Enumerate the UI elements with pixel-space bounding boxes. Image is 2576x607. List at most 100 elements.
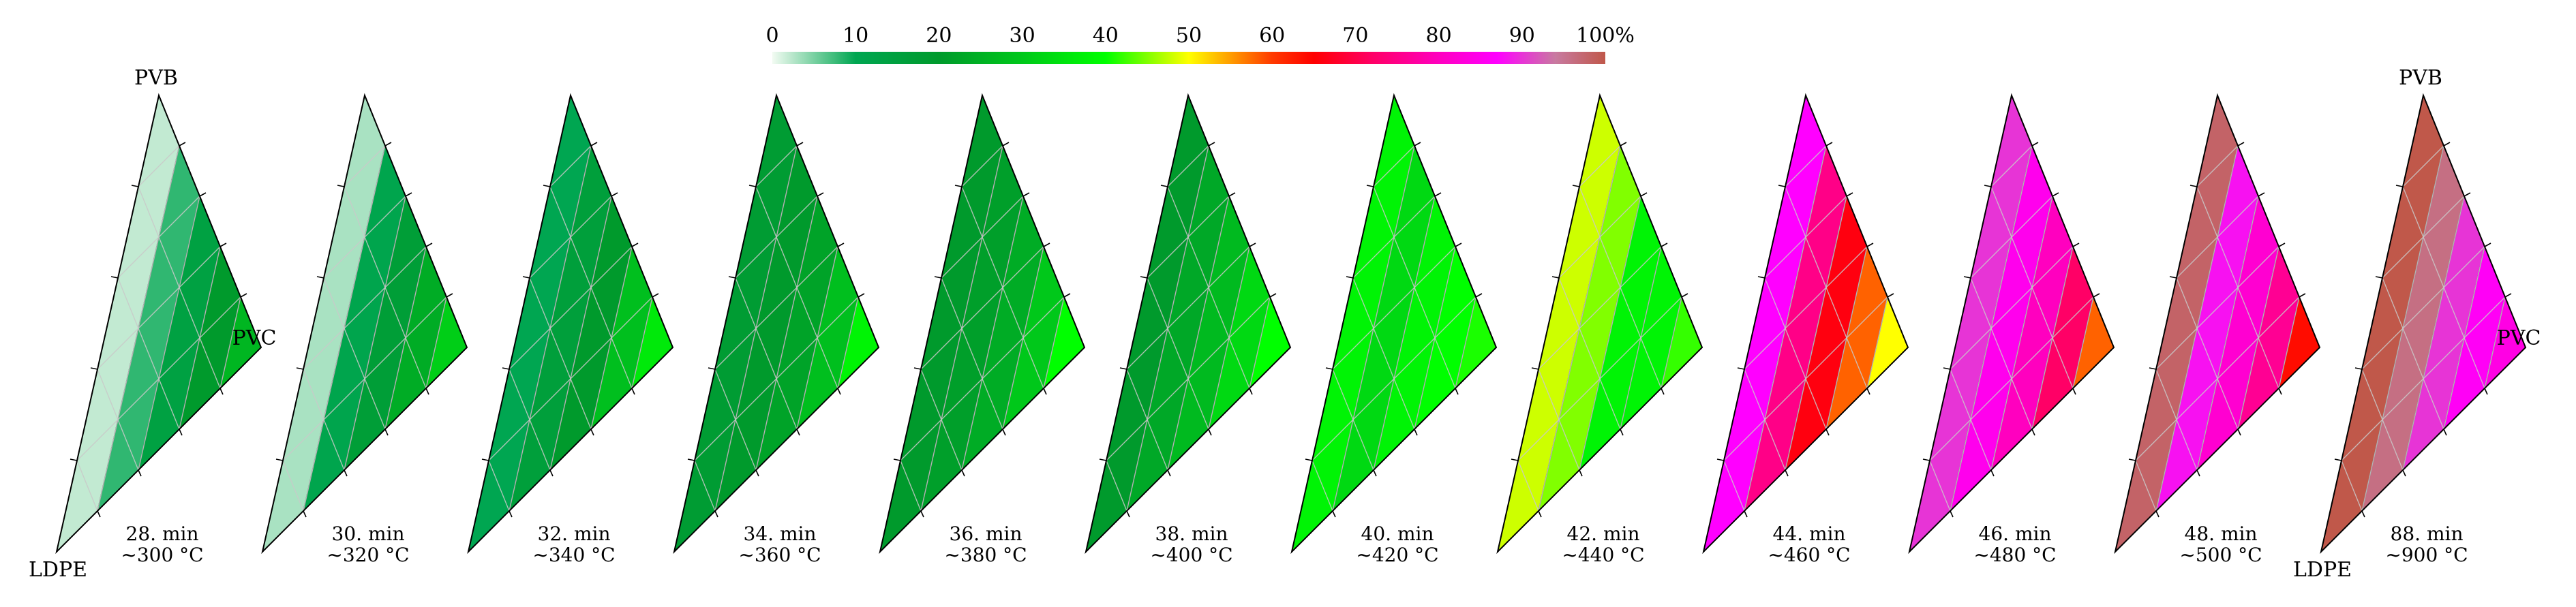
grid-line: [1043, 296, 1065, 389]
grid-line: [1825, 246, 1868, 430]
colorbar-tick-label: 20: [926, 24, 952, 48]
tick-mark: [1022, 192, 1030, 197]
grid-line: [1373, 196, 1436, 471]
tick-mark: [920, 510, 924, 518]
grid-line: [303, 369, 345, 471]
grid-line: [920, 246, 1044, 370]
grid-line: [1167, 196, 1230, 471]
tick-mark: [2334, 458, 2342, 461]
tick-mark: [2128, 458, 2136, 461]
tick-mark: [2072, 388, 2076, 395]
colorbar-tick-label: 60: [1259, 24, 1285, 48]
tick-mark: [708, 367, 716, 370]
tick-mark: [1373, 469, 1377, 477]
tick-mark: [1744, 510, 1748, 518]
grid-line: [282, 460, 304, 512]
panel-temp-label: ~380 °C: [944, 544, 1027, 566]
colorbar-tick-label: 70: [1342, 24, 1368, 48]
grid-line: [219, 296, 241, 389]
tick-mark: [2149, 367, 2157, 370]
grid-line: [1106, 460, 1127, 512]
panel-time-label: 88. min: [2391, 523, 2464, 545]
tick-mark: [1455, 243, 1462, 247]
tick-mark: [1640, 192, 1648, 197]
ternary-panel: 32. min~340 °C: [467, 93, 674, 566]
tick-mark: [2299, 293, 2306, 298]
tick-mark: [97, 510, 101, 518]
grid-line: [1620, 246, 1662, 430]
grid-line: [1990, 145, 2033, 187]
tick-mark: [1228, 192, 1236, 197]
corner-label-right: PVC: [232, 326, 277, 350]
grid-line: [2278, 296, 2300, 389]
tick-mark: [858, 293, 865, 298]
tick-mark: [2155, 510, 2160, 518]
grid-line: [631, 296, 653, 389]
colorbar-tick-label: 50: [1176, 24, 1202, 48]
panel-time-label: 46. min: [1979, 523, 2052, 545]
tick-mark: [481, 458, 489, 461]
tick-mark: [1778, 185, 1786, 187]
grid-line: [2341, 460, 2363, 512]
tick-mark: [502, 367, 510, 370]
grid-line: [179, 246, 221, 430]
grid-line: [735, 277, 798, 430]
grid-line: [1723, 460, 1745, 512]
grid-line: [2072, 296, 2094, 389]
grid-line: [941, 196, 1024, 279]
grid-line: [2382, 277, 2444, 430]
grid-line: [529, 196, 612, 279]
grid-line: [425, 296, 447, 389]
tick-mark: [796, 429, 800, 436]
grid-line: [755, 145, 798, 187]
corner-label-top: PVB: [134, 66, 178, 90]
ternary-panel: 48. min~500 °C: [2114, 93, 2321, 566]
ternary-outline: [673, 93, 880, 555]
grid-line: [138, 196, 200, 471]
ternary-grid: [2341, 145, 2506, 512]
colorbar-tick-label: 80: [1426, 24, 1452, 48]
tick-mark: [1475, 293, 1483, 298]
tick-mark: [961, 469, 965, 477]
tick-mark: [275, 458, 284, 461]
grid-line: [344, 196, 406, 471]
grid-line: [2361, 246, 2485, 370]
grid-line: [714, 369, 757, 471]
tick-mark: [1661, 243, 1668, 247]
grid-line: [714, 246, 838, 370]
tick-mark: [405, 192, 412, 197]
tick-mark: [2031, 142, 2039, 146]
tick-mark: [179, 142, 186, 146]
tick-mark: [590, 142, 598, 146]
tick-mark: [2093, 293, 2100, 298]
grid-line: [961, 145, 1003, 187]
tick-mark: [1825, 142, 1833, 146]
grid-line: [1950, 246, 2074, 370]
ternary-grid: [1517, 145, 1682, 512]
tick-mark: [611, 192, 618, 197]
tick-mark: [1305, 458, 1313, 461]
tick-mark: [934, 276, 942, 279]
panel-temp-label: ~900 °C: [2385, 544, 2468, 566]
grid-line: [2155, 369, 2198, 471]
grid-line: [529, 277, 592, 430]
panel-time-label: 48. min: [2185, 523, 2258, 545]
tick-mark: [2258, 192, 2265, 197]
tick-mark: [1346, 276, 1354, 279]
tick-mark: [2278, 243, 2286, 247]
grid-line: [1785, 196, 1847, 471]
grid-line: [1002, 246, 1044, 430]
corner-label-bottom: LDPE: [2293, 558, 2352, 582]
panel-temp-label: ~460 °C: [1768, 544, 1850, 566]
ternary-grid: [1929, 145, 2094, 512]
grid-line: [1312, 460, 1333, 512]
tick-mark: [219, 243, 227, 247]
grid-line: [1538, 369, 1580, 471]
tick-mark: [522, 276, 530, 279]
tick-mark: [2354, 367, 2363, 370]
ternary-grid: [694, 145, 859, 512]
panel-temp-label: ~360 °C: [738, 544, 821, 566]
grid-line: [2135, 460, 2157, 512]
tick-mark: [2464, 192, 2471, 197]
tick-mark: [1414, 429, 1418, 436]
